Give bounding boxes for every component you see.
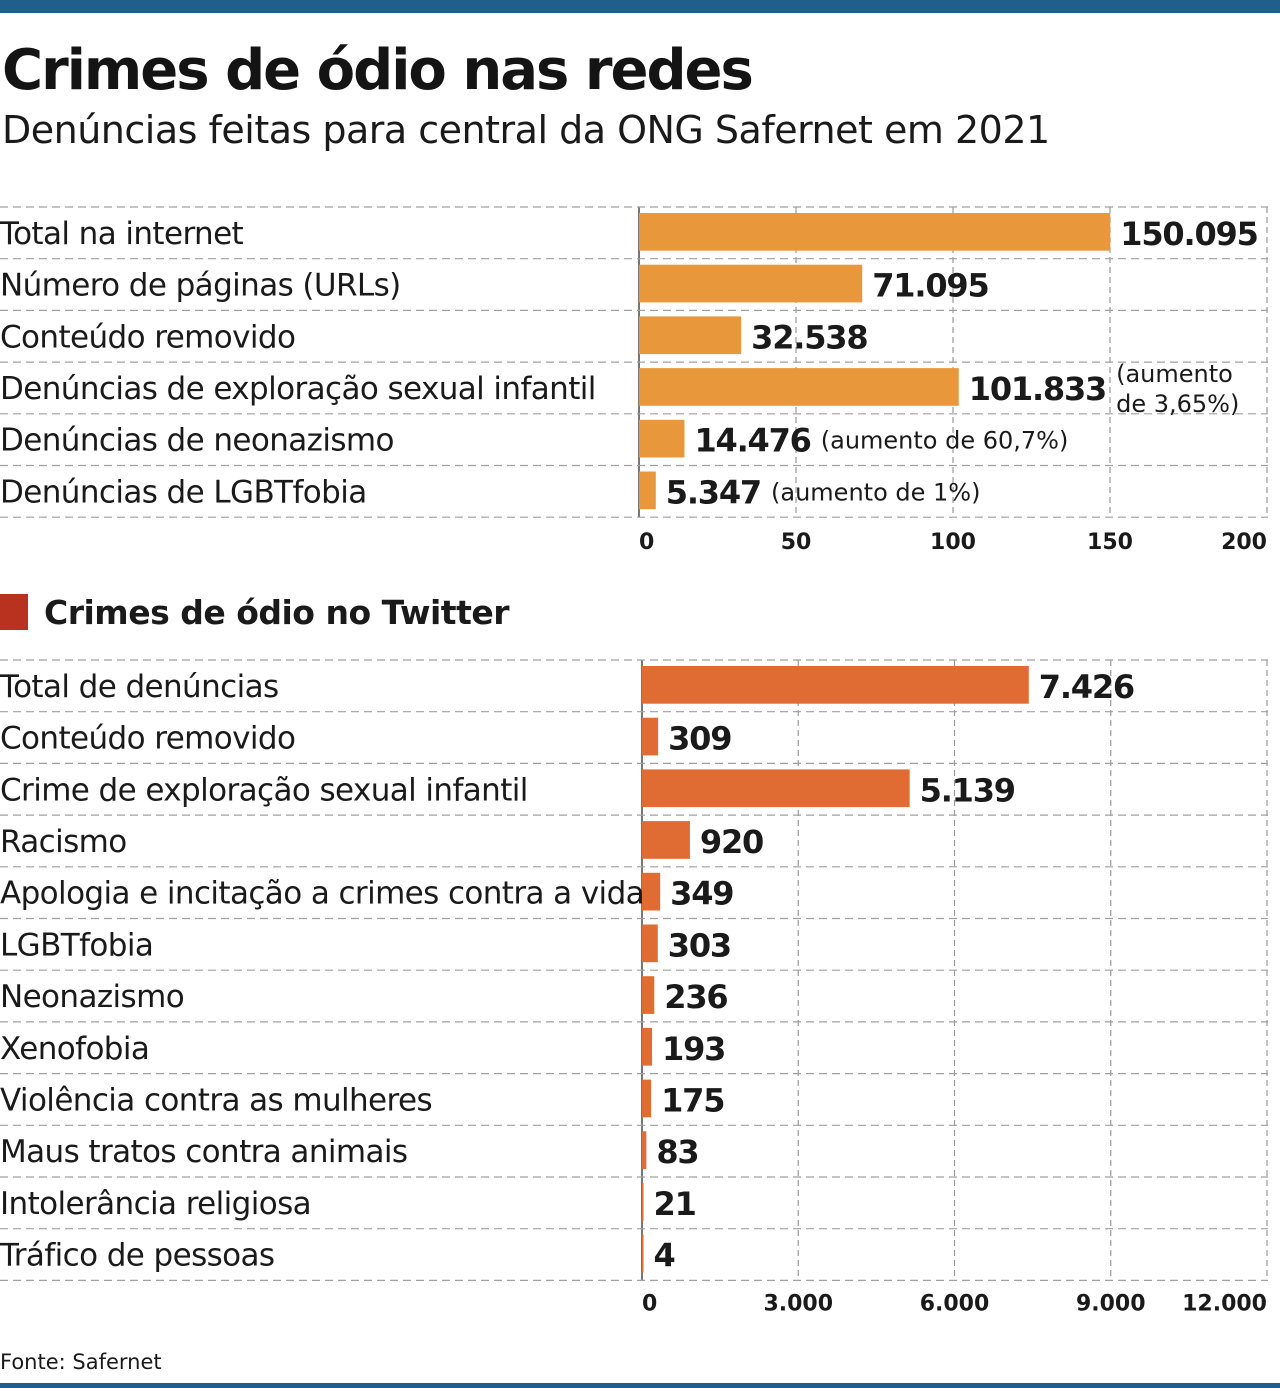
bar <box>642 872 661 911</box>
tick-label: 3.000 <box>763 1291 833 1316</box>
twitter-section-title: Crimes de ódio no Twitter <box>44 592 510 632</box>
bar <box>642 821 690 859</box>
annotation-label: (aumento <box>1116 360 1233 388</box>
bar <box>642 717 659 756</box>
category-label: Denúncias de LGBTfobia <box>0 474 367 510</box>
tick-label: 200 <box>1221 530 1267 555</box>
bar <box>639 471 656 510</box>
value-label: 83 <box>656 1133 698 1171</box>
tick-label: 0 <box>639 530 654 555</box>
category-label: Conteúdo removido <box>0 319 295 355</box>
category-label: Xenofobia <box>0 1031 149 1067</box>
bar <box>639 264 863 303</box>
value-label: 236 <box>664 978 727 1016</box>
value-label: 303 <box>668 926 731 964</box>
value-label: 4 <box>654 1237 675 1275</box>
bar <box>639 213 1111 251</box>
category-label: Crime de exploração sexual infantil <box>0 772 528 808</box>
value-label: 14.476 <box>694 422 810 460</box>
bottom-accent-rule <box>0 1383 1280 1388</box>
annotation-label: (aumento de 1%) <box>771 478 980 506</box>
bar <box>642 1131 647 1169</box>
top-accent-rule <box>0 0 1280 13</box>
category-label: Total de denúncias <box>0 669 279 705</box>
category-label: Total na internet <box>0 216 244 252</box>
bar <box>642 1234 644 1273</box>
chart-title: Crimes de ódio nas redes <box>2 38 754 103</box>
annotation-label: de 3,65%) <box>1116 390 1239 418</box>
value-label: 309 <box>668 720 731 758</box>
bar <box>642 924 658 963</box>
tick-label: 100 <box>930 530 976 555</box>
section-marker <box>0 594 28 630</box>
category-label: Apologia e incitação a crimes contra a v… <box>0 876 644 912</box>
value-label: 101.833 <box>969 370 1106 408</box>
tick-label: 12.000 <box>1182 1291 1267 1316</box>
value-label: 5.139 <box>920 771 1015 809</box>
category-label: Denúncias de exploração sexual infantil <box>0 371 596 407</box>
value-label: 32.538 <box>751 318 867 356</box>
twitter-section-header: Crimes de ódio no Twitter <box>0 592 510 632</box>
value-label: 7.426 <box>1039 668 1134 706</box>
category-label: Racismo <box>0 824 127 860</box>
value-label: 21 <box>654 1185 696 1223</box>
bar <box>639 419 685 458</box>
internet-bar-chart: Total na internet 150.095 Número de página… <box>0 206 1268 555</box>
tick-label: 0 <box>642 1291 657 1316</box>
bar <box>642 1183 644 1221</box>
value-label: 920 <box>700 823 763 861</box>
category-label: Tráfico de pessoas <box>0 1238 274 1274</box>
bar <box>639 368 959 406</box>
tick-label: 50 <box>781 530 812 555</box>
category-label: Neonazismo <box>0 979 184 1015</box>
twitter-bar-chart: Total de denúncias 7.426 Conteúdo removido… <box>0 659 1268 1316</box>
source-note: Fonte: Safernet <box>0 1350 162 1374</box>
chart-subtitle: Denúncias feitas para central da ONG Saf… <box>2 108 1050 152</box>
tick-label: 150 <box>1087 530 1133 555</box>
category-label: Maus tratos contra animais <box>0 1134 407 1170</box>
value-label: 349 <box>670 875 733 913</box>
category-label: LGBTfobia <box>0 927 153 963</box>
bar <box>642 976 655 1014</box>
bar <box>642 1027 653 1066</box>
value-label: 71.095 <box>872 267 988 305</box>
bar <box>639 316 742 355</box>
bar <box>642 1079 652 1118</box>
category-label: Denúncias de neonazismo <box>0 423 394 459</box>
tick-label: 6.000 <box>920 1291 990 1316</box>
tick-label: 9.000 <box>1076 1291 1146 1316</box>
annotation-label: (aumento de 60,7%) <box>821 427 1069 455</box>
value-label: 175 <box>661 1081 724 1119</box>
category-label: Intolerância religiosa <box>0 1186 311 1222</box>
value-label: 193 <box>662 1030 725 1068</box>
value-label: 5.347 <box>666 473 761 511</box>
bar <box>642 769 910 808</box>
category-label: Número de páginas (URLs) <box>0 268 401 304</box>
category-label: Conteúdo removido <box>0 721 295 757</box>
bar <box>642 666 1029 704</box>
category-label: Violência contra as mulheres <box>0 1082 432 1118</box>
value-label: 150.095 <box>1120 215 1257 253</box>
